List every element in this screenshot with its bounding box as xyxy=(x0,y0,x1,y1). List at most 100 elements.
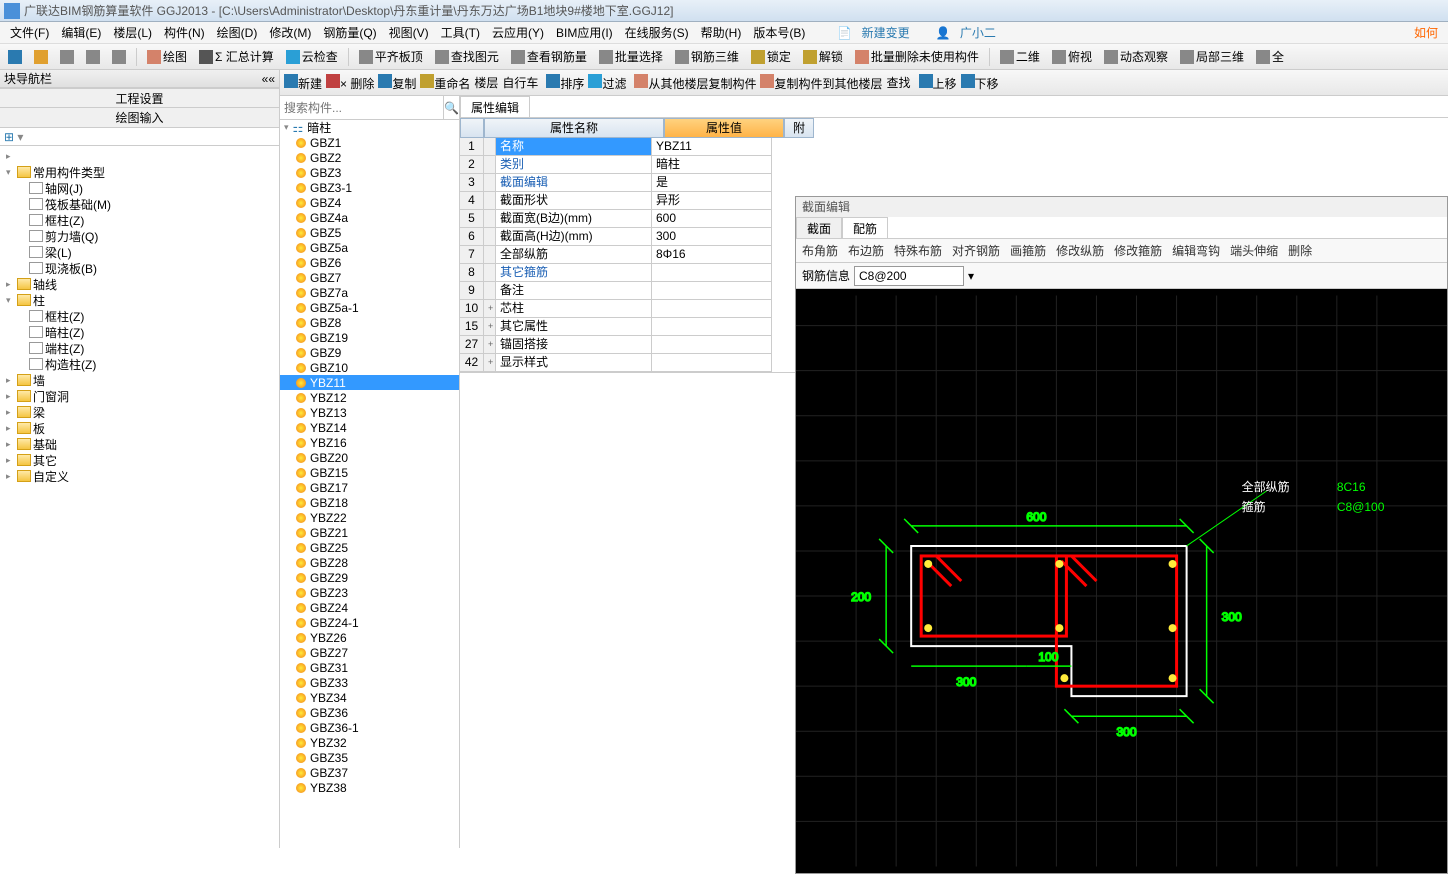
section-tool[interactable]: 编辑弯钩 xyxy=(1172,242,1220,259)
search-button[interactable]: 🔍 xyxy=(443,96,459,119)
component-item[interactable]: YBZ14 xyxy=(280,420,459,435)
tree-node[interactable]: 轴网(J) xyxy=(2,180,277,196)
component-item[interactable]: YBZ13 xyxy=(280,405,459,420)
section-tab-section[interactable]: 截面 xyxy=(796,217,842,238)
toolbar-button[interactable]: 云检查 xyxy=(282,46,342,68)
component-item[interactable]: GBZ36 xyxy=(280,705,459,720)
component-item[interactable]: GBZ29 xyxy=(280,570,459,585)
tree-node[interactable]: ▸墙 xyxy=(2,372,277,388)
toolbar-button[interactable]: 平齐板顶 xyxy=(355,46,427,68)
toolbar-button[interactable]: 钢筋三维 xyxy=(671,46,743,68)
section-tool[interactable]: 删除 xyxy=(1288,242,1312,259)
menu-item[interactable]: BIM应用(I) xyxy=(550,24,619,41)
menu-item[interactable]: 版本号(B) xyxy=(747,24,811,41)
toolbar-button[interactable] xyxy=(56,46,78,68)
property-row[interactable]: 3截面编辑是 xyxy=(460,174,1448,192)
tree-node[interactable]: 暗柱(Z) xyxy=(2,324,277,340)
tree-node[interactable]: 剪力墙(Q) xyxy=(2,228,277,244)
menu-item[interactable]: 在线服务(S) xyxy=(619,24,695,41)
section-tool[interactable]: 特殊布筋 xyxy=(894,242,942,259)
toolbar-button[interactable]: 批量删除未使用构件 xyxy=(851,46,983,68)
toolbar-button[interactable]: 查找 xyxy=(886,74,910,91)
tree-node[interactable]: 框柱(Z) xyxy=(2,308,277,324)
component-item[interactable]: GBZ36-1 xyxy=(280,720,459,735)
component-item[interactable]: GBZ21 xyxy=(280,525,459,540)
component-item[interactable]: YBZ32 xyxy=(280,735,459,750)
component-item[interactable]: GBZ35 xyxy=(280,750,459,765)
component-item[interactable]: GBZ23 xyxy=(280,585,459,600)
component-item[interactable]: YBZ22 xyxy=(280,510,459,525)
toolbar-button[interactable]: 下移 xyxy=(961,74,999,92)
tree-node[interactable]: ▾常用构件类型 xyxy=(2,164,277,180)
toolbar-button[interactable]: 排序 xyxy=(546,74,584,92)
tree-node[interactable]: 筏板基础(M) xyxy=(2,196,277,212)
tree-node[interactable]: ▸板 xyxy=(2,420,277,436)
toolbar-button[interactable]: 查找图元 xyxy=(431,46,503,68)
toolbar-button[interactable]: 二维 xyxy=(996,46,1044,68)
toolbar-button[interactable]: 查看钢筋量 xyxy=(507,46,591,68)
toolbar-button[interactable]: 动态观察 xyxy=(1100,46,1172,68)
tree-node[interactable]: ▸轴线 xyxy=(2,276,277,292)
tree-node[interactable]: ▾柱 xyxy=(2,292,277,308)
property-row[interactable]: 2类别暗柱 xyxy=(460,156,1448,174)
component-item[interactable]: GBZ25 xyxy=(280,540,459,555)
component-item[interactable]: YBZ38 xyxy=(280,780,459,795)
menu-item[interactable]: 文件(F) xyxy=(4,24,55,41)
toolbar-button[interactable]: 复制构件到其他楼层 xyxy=(760,74,882,92)
comp-header[interactable]: ▾ ⚏ 暗柱 xyxy=(280,120,459,135)
help-link[interactable]: 如何 xyxy=(1408,24,1444,41)
component-item[interactable]: GBZ7a xyxy=(280,285,459,300)
toolbar-button[interactable]: × 删除 xyxy=(326,74,374,92)
section-tool[interactable]: 端头伸缩 xyxy=(1230,242,1278,259)
section-tool[interactable]: 布边筋 xyxy=(848,242,884,259)
component-item[interactable]: GBZ3-1 xyxy=(280,180,459,195)
component-item[interactable]: GBZ6 xyxy=(280,255,459,270)
component-item[interactable]: YBZ16 xyxy=(280,435,459,450)
component-item[interactable]: YBZ26 xyxy=(280,630,459,645)
component-item[interactable]: GBZ5a-1 xyxy=(280,300,459,315)
toolbar-button[interactable] xyxy=(82,46,104,68)
component-item[interactable]: GBZ20 xyxy=(280,450,459,465)
component-item[interactable]: YBZ34 xyxy=(280,690,459,705)
component-list[interactable]: ▾ ⚏ 暗柱GBZ1GBZ2GBZ3GBZ3-1GBZ4GBZ4aGBZ5GBZ… xyxy=(280,120,459,848)
menu-item[interactable]: 绘图(D) xyxy=(211,24,264,41)
search-input[interactable] xyxy=(280,96,443,119)
component-item[interactable]: GBZ31 xyxy=(280,660,459,675)
tree-node[interactable]: ▸其它 xyxy=(2,452,277,468)
user-button[interactable]: 👤 广小二 xyxy=(930,24,1008,41)
toolbar-button[interactable]: 批量选择 xyxy=(595,46,667,68)
menu-item[interactable]: 钢筋量(Q) xyxy=(317,24,382,41)
component-item[interactable]: GBZ15 xyxy=(280,465,459,480)
component-item[interactable]: GBZ5 xyxy=(280,225,459,240)
toolbar-button[interactable]: 楼层 xyxy=(474,74,498,91)
toolbar-button[interactable]: 解锁 xyxy=(799,46,847,68)
component-item[interactable]: GBZ19 xyxy=(280,330,459,345)
toolbar-button[interactable]: 全 xyxy=(1252,46,1288,68)
menu-item[interactable]: 云应用(Y) xyxy=(486,24,550,41)
tree-node[interactable]: ▸自定义 xyxy=(2,468,277,484)
tree-node[interactable]: 现浇板(B) xyxy=(2,260,277,276)
section-tool[interactable]: 对齐钢筋 xyxy=(952,242,1000,259)
tree-node[interactable]: ▸梁 xyxy=(2,404,277,420)
component-item[interactable]: GBZ24-1 xyxy=(280,615,459,630)
component-item[interactable]: GBZ33 xyxy=(280,675,459,690)
component-item[interactable]: GBZ17 xyxy=(280,480,459,495)
toolbar-button[interactable]: 上移 xyxy=(919,74,957,92)
section-tool[interactable]: 画箍筋 xyxy=(1010,242,1046,259)
toolbar-button[interactable]: 新建 xyxy=(284,74,322,92)
component-item[interactable]: GBZ4 xyxy=(280,195,459,210)
component-item[interactable]: YBZ11 xyxy=(280,375,459,390)
toolbar-button[interactable]: 俯视 xyxy=(1048,46,1096,68)
section-tool[interactable]: 布角筋 xyxy=(802,242,838,259)
menu-item[interactable]: 构件(N) xyxy=(158,24,211,41)
component-item[interactable]: GBZ1 xyxy=(280,135,459,150)
property-row[interactable]: 1名称YBZ11 xyxy=(460,138,1448,156)
tree-node[interactable]: 构造柱(Z) xyxy=(2,356,277,372)
section-tool[interactable]: 修改箍筋 xyxy=(1114,242,1162,259)
menu-item[interactable]: 工具(T) xyxy=(435,24,486,41)
component-item[interactable]: GBZ3 xyxy=(280,165,459,180)
component-item[interactable]: GBZ28 xyxy=(280,555,459,570)
toolbar-button[interactable]: 绘图 xyxy=(143,46,191,68)
component-item[interactable]: GBZ9 xyxy=(280,345,459,360)
tree-node[interactable]: 框柱(Z) xyxy=(2,212,277,228)
